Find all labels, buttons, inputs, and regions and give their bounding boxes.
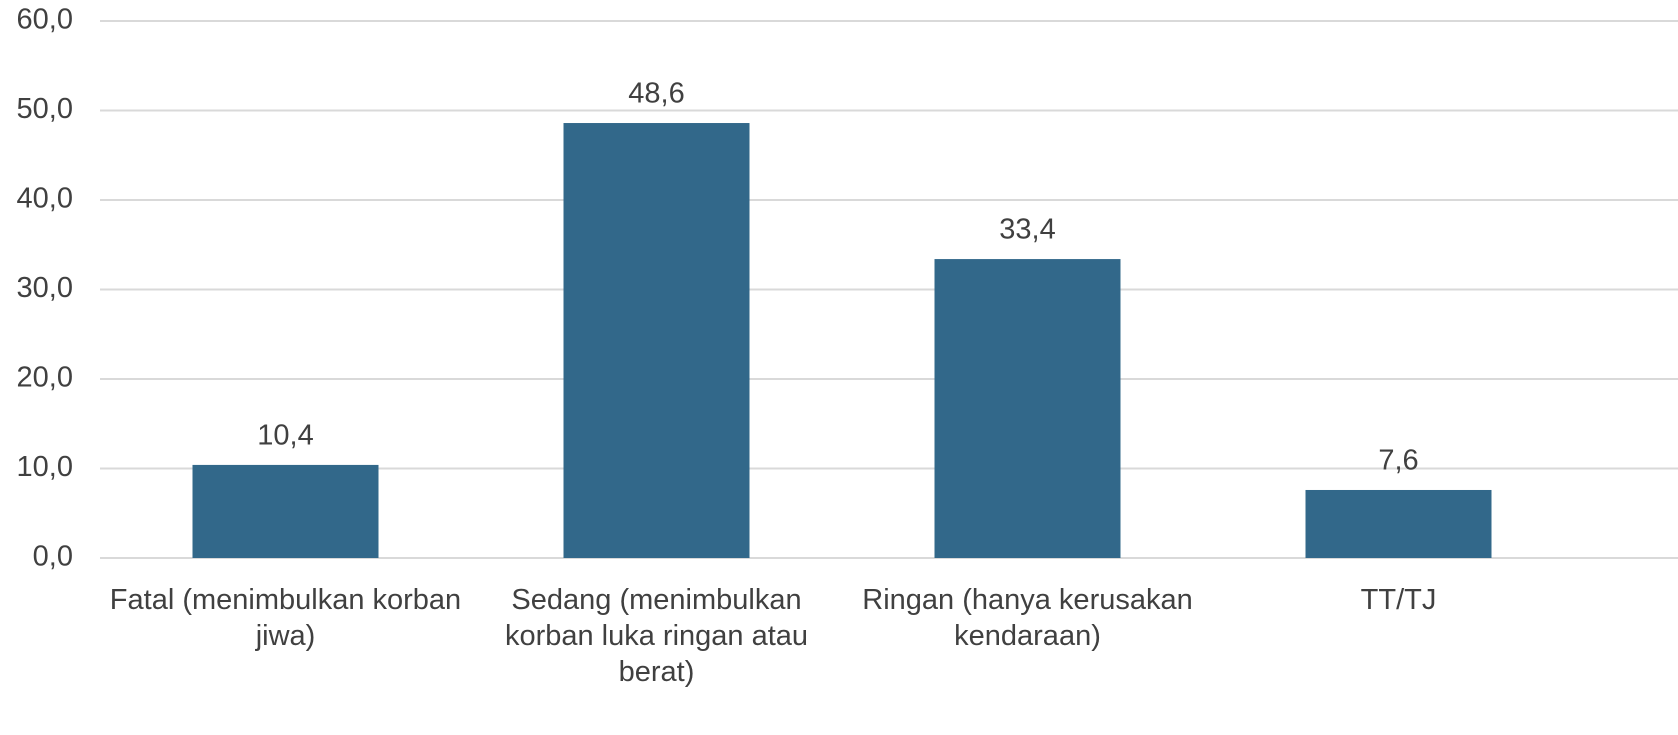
y-tick-label: 0,0 — [33, 541, 73, 573]
bar — [563, 123, 750, 558]
y-tick-label: 50,0 — [17, 93, 73, 125]
y-tick-label: 10,0 — [17, 451, 73, 483]
value-label: 7,6 — [1378, 445, 1418, 477]
x-tick-label: TT/TJ — [1360, 584, 1437, 616]
bar — [192, 464, 379, 558]
x-tick-label: Ringan (hanya kerusakan kendaraan) — [862, 584, 1193, 652]
value-label: 33,4 — [999, 214, 1055, 246]
y-tick-label: 20,0 — [17, 362, 73, 394]
value-label: 10,4 — [257, 420, 313, 452]
y-tick-label: 40,0 — [17, 183, 73, 215]
x-tick-label: Sedang (menimbulkan korban luka ringan a… — [504, 584, 809, 688]
y-tick-label: 30,0 — [17, 272, 73, 304]
y-tick-label: 60,0 — [17, 4, 73, 36]
bar — [1305, 489, 1492, 558]
bar — [934, 259, 1121, 558]
x-tick-label: Fatal (menimbulkan korban jiwa) — [109, 584, 462, 652]
value-label: 48,6 — [628, 78, 684, 110]
